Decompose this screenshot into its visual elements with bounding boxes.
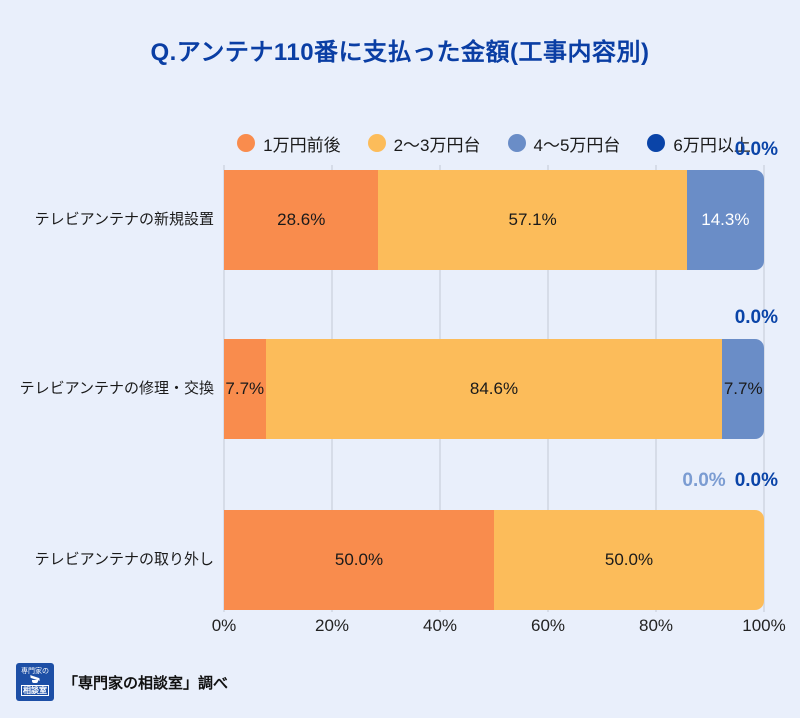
x-axis-tick-label: 40% xyxy=(422,616,458,635)
zero-value-annotations: 0.0% xyxy=(735,307,778,329)
zero-value-label: 0.0% xyxy=(734,470,778,491)
legend-label: 1万円前後 xyxy=(263,135,341,155)
legend-dot-icon xyxy=(367,134,386,152)
legend-dot-icon xyxy=(507,134,526,152)
x-axis-tick-label: 0% xyxy=(211,616,237,635)
chart-title: Q.アンテナ110番に支払った金額(工事内容別) xyxy=(150,39,650,66)
legend-item: 1万円前後 xyxy=(237,131,341,156)
stacked-bar: 7.7% 84.6% 7.7% xyxy=(224,339,764,439)
zero-value-label: 0.0% xyxy=(734,139,778,160)
bar-segment-value-label: 84.6% xyxy=(469,379,519,398)
legend-label: 4〜5万円台 xyxy=(533,135,621,155)
bar-segment: 14.3% xyxy=(686,170,764,270)
x-axis-tick-label: 20% xyxy=(314,616,350,635)
bar-segment: 50.0% xyxy=(494,510,764,610)
category-label: テレビアンテナの取り外し xyxy=(34,551,214,568)
zero-value-label: 0.0% xyxy=(734,307,778,328)
legend-dot-icon xyxy=(237,134,256,152)
category-label: テレビアンテナの新規設置 xyxy=(34,211,214,228)
x-axis-tick-label: 60% xyxy=(530,616,566,635)
zero-value-annotations: 0.0% xyxy=(735,139,778,161)
logo-text-top: 専門家の xyxy=(21,668,49,675)
x-axis-tick-label: 80% xyxy=(638,616,674,635)
site-logo: 専門家の 相談室 xyxy=(16,663,54,701)
legend-item: 4〜5万円台 xyxy=(507,131,621,156)
bar-segment: 50.0% xyxy=(224,510,494,610)
bar-segment: 7.7% xyxy=(224,339,266,439)
bar-segment: 84.6% xyxy=(265,339,723,439)
legend-label: 2〜3万円台 xyxy=(393,135,481,155)
gridline xyxy=(763,165,765,612)
zero-value-label: 0.0% xyxy=(682,470,726,491)
bar-segment: 28.6% xyxy=(224,170,379,270)
category-label: テレビアンテナの修理・交換 xyxy=(19,380,214,397)
source-text: 「専門家の相談室」調べ xyxy=(63,674,229,692)
stacked-bar: 28.6% 57.1% 14.3% xyxy=(224,170,764,270)
bar-segment: 57.1% xyxy=(378,170,687,270)
bar-segment: 7.7% xyxy=(722,339,764,439)
bar-segment-value-label: 28.6% xyxy=(277,210,326,229)
zero-value-annotations: 0.0% 0.0% xyxy=(682,470,778,492)
stacked-bar: 50.0% 50.0% xyxy=(224,510,764,610)
chart-legend: 1万円前後 2〜3万円台 4〜5万円台 6万円以上 xyxy=(224,130,764,156)
bar-segment-value-label: 14.3% xyxy=(701,210,750,229)
x-axis-tick-label: 100% xyxy=(742,616,786,635)
legend-item: 6万円以上 xyxy=(647,131,751,156)
graduation-cap-icon xyxy=(28,675,42,684)
bar-segment-value-label: 50.0% xyxy=(604,550,654,569)
bar-segment-value-label: 7.7% xyxy=(723,379,763,398)
legend-dot-icon xyxy=(647,134,666,152)
legend-item: 2〜3万円台 xyxy=(367,131,481,156)
bar-segment-value-label: 7.7% xyxy=(225,379,265,398)
bar-segment-value-label: 50.0% xyxy=(334,550,384,569)
logo-text-bottom: 相談室 xyxy=(21,685,49,696)
legend-label: 6万円以上 xyxy=(673,135,751,155)
bar-segment-value-label: 57.1% xyxy=(508,210,557,229)
source-attribution: 専門家の 相談室 「専門家の相談室」調べ xyxy=(16,663,228,701)
